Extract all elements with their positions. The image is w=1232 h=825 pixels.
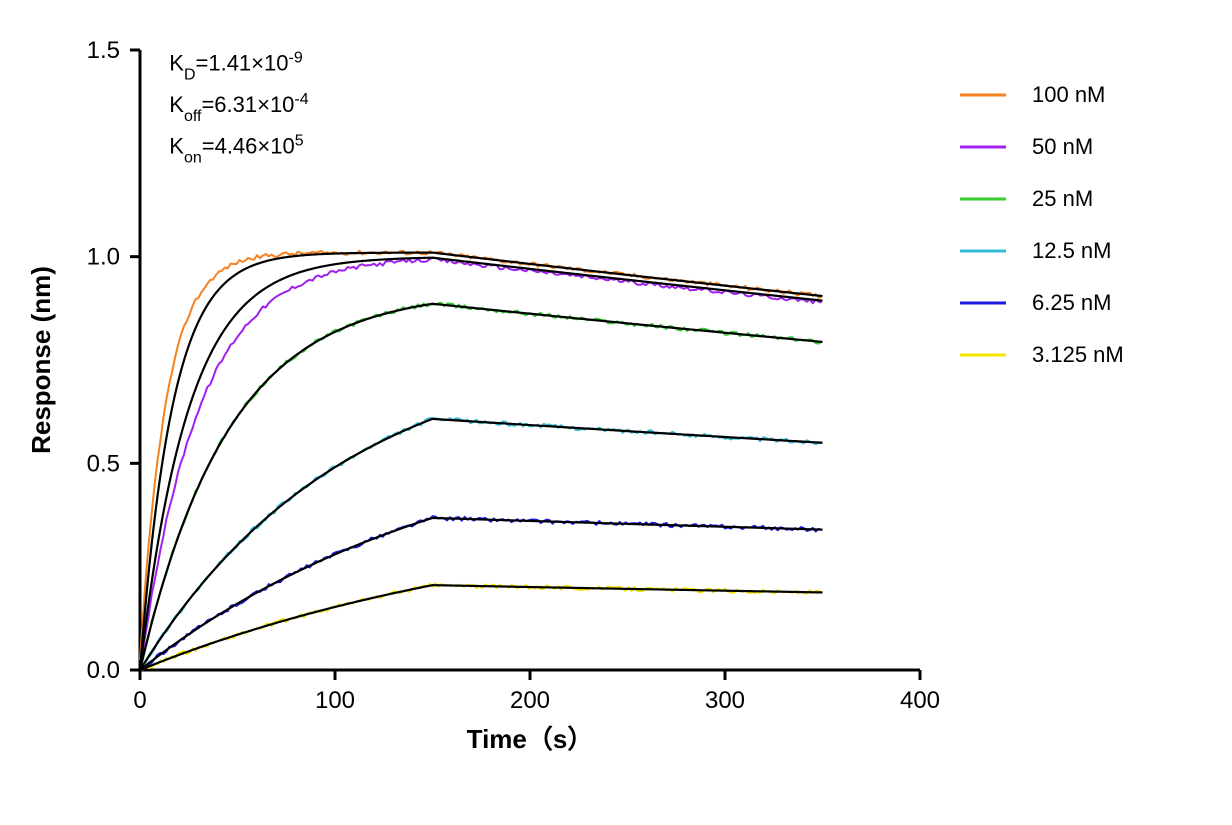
- x-tick-label: 0: [133, 687, 146, 714]
- y-tick-label: 1.0: [87, 244, 120, 271]
- x-tick-label: 100: [315, 687, 355, 714]
- y-axis-label: Response (nm): [26, 266, 56, 454]
- x-axis-label: Time（s）: [467, 724, 594, 754]
- legend-label: 6.25 nM: [1032, 290, 1112, 315]
- legend-label: 12.5 nM: [1032, 238, 1112, 263]
- legend-label: 25 nM: [1032, 186, 1093, 211]
- x-tick-label: 400: [900, 687, 940, 714]
- chart-container: 0 100 200 300 400 0.0 0.5 1.0 1.5 Time（s） Response…: [0, 0, 1232, 825]
- binding-kinetics-chart: 0 100 200 300 400 0.0 0.5 1.0 1.5 Time（s） Response…: [0, 0, 1232, 825]
- legend-label: 100 nM: [1032, 82, 1105, 107]
- legend-label: 50 nM: [1032, 134, 1093, 159]
- x-tick-label: 200: [510, 687, 550, 714]
- y-tick-label: 0.5: [87, 450, 120, 477]
- x-tick-label: 300: [705, 687, 745, 714]
- legend-label: 3.125 nM: [1032, 342, 1124, 367]
- y-tick-label: 0.0: [87, 657, 120, 684]
- y-tick-label: 1.5: [87, 37, 120, 64]
